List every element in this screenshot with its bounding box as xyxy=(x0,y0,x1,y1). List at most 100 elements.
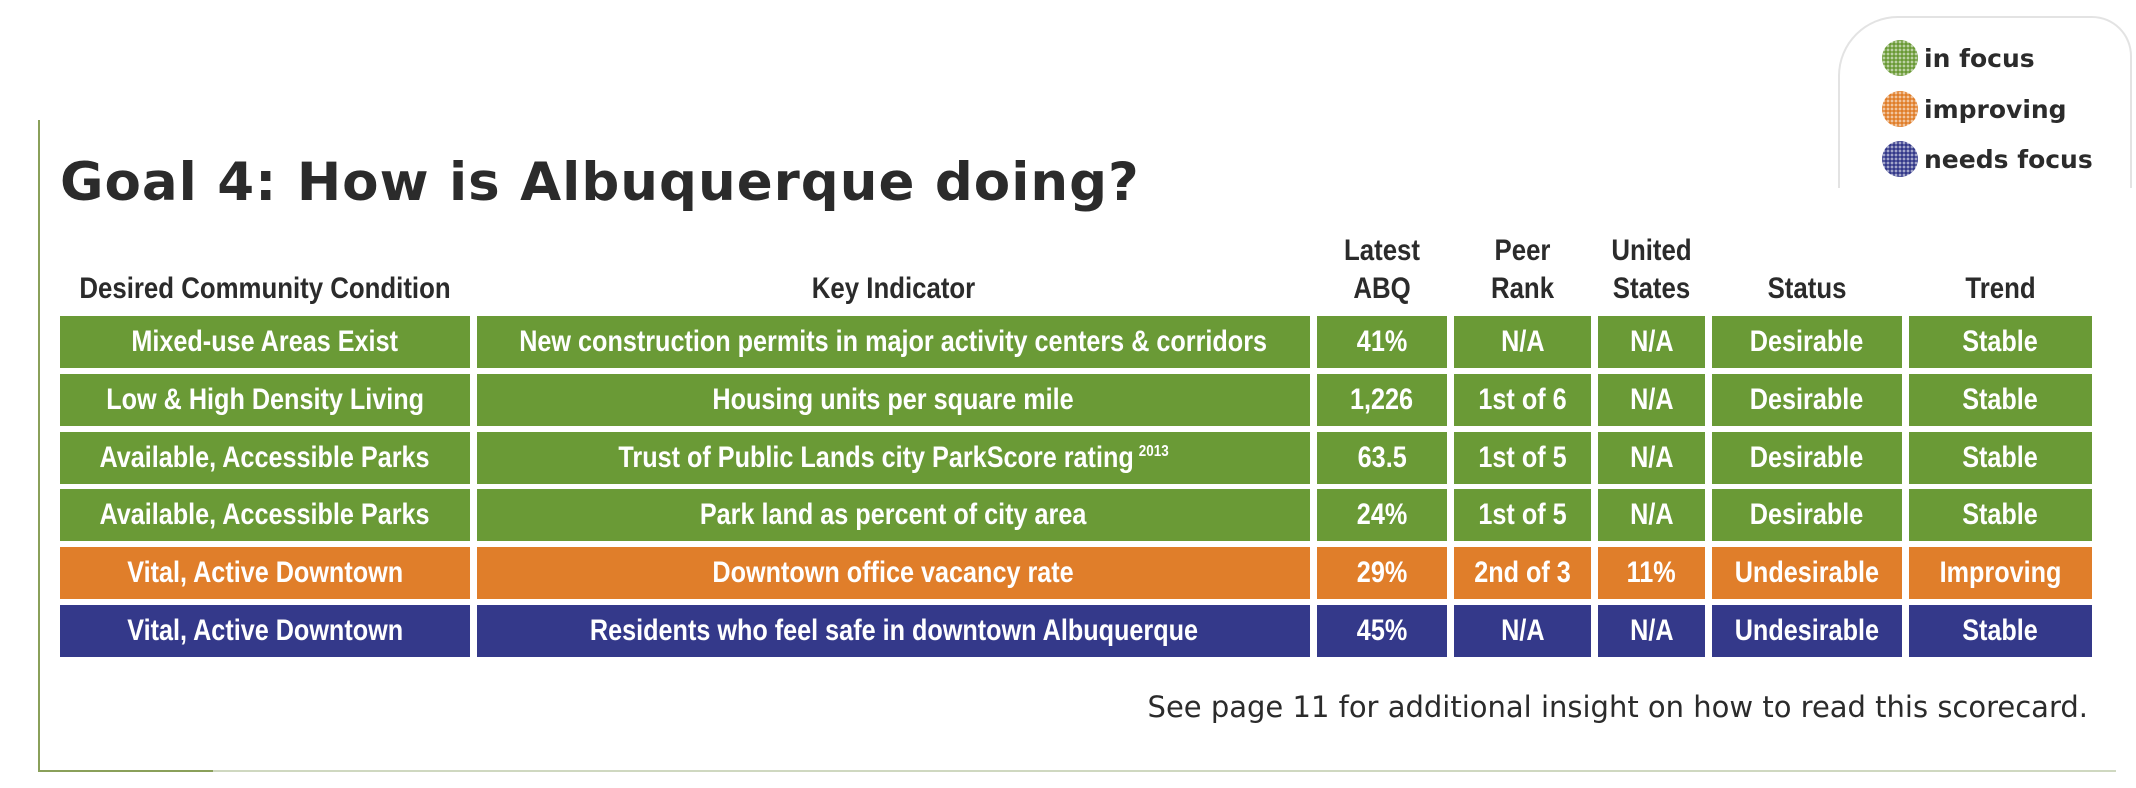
cell-latest: 29% xyxy=(1317,547,1447,599)
cell-us: N/A xyxy=(1598,316,1705,368)
cell-text: Desirable xyxy=(1750,383,1864,416)
table-row: Vital, Active Downtown Residents who feel… xyxy=(0,605,2136,657)
cell-text: Housing units per square mile xyxy=(712,383,1075,416)
cell-indicator: Downtown office vacancy rate xyxy=(477,547,1310,599)
header-label: Key Indicator xyxy=(811,272,976,305)
cell-text: Stable xyxy=(1962,325,2039,358)
cell-text: Low & High Density Living xyxy=(106,383,424,416)
status-dot-icon xyxy=(1882,141,1918,177)
cell-text: Park land as percent of city area xyxy=(700,498,1087,531)
cell-text: 1st of 5 xyxy=(1478,441,1567,474)
header-label: Rank xyxy=(1490,272,1555,305)
cell-text: 45% xyxy=(1356,614,1408,647)
cell-indicator: Trust of Public Lands city ParkScore rat… xyxy=(477,432,1310,484)
header-label: ABQ xyxy=(1353,272,1411,305)
header-indicator: Key Indicator xyxy=(518,228,1269,308)
page-title: Goal 4: How is Albuquerque doing? xyxy=(60,152,1140,213)
header-latest-abq: Latest ABQ xyxy=(1309,228,1455,308)
header-label: Trend xyxy=(1965,272,2036,305)
cell-text: Improving xyxy=(1939,556,2062,589)
cell-peer: 1st of 5 xyxy=(1454,489,1591,541)
cell-trend: Stable xyxy=(1909,316,2092,368)
status-dot-icon xyxy=(1882,40,1918,76)
header-status: Status xyxy=(1708,228,1906,308)
cell-text: 29% xyxy=(1356,556,1408,589)
cell-peer: N/A xyxy=(1454,605,1591,657)
cell-condition: Vital, Active Downtown xyxy=(60,605,470,657)
cell-text: N/A xyxy=(1629,383,1674,416)
cell-latest: 24% xyxy=(1317,489,1447,541)
cell-trend: Stable xyxy=(1909,605,2092,657)
cell-peer: 1st of 6 xyxy=(1454,374,1591,426)
status-dot-icon xyxy=(1882,91,1918,127)
cell-us: N/A xyxy=(1598,489,1705,541)
legend-label: in focus xyxy=(1924,43,2035,73)
cell-text: 1st of 5 xyxy=(1478,498,1567,531)
cell-condition: Mixed-use Areas Exist xyxy=(60,316,470,368)
superscript-year: 2013 xyxy=(1138,443,1169,460)
legend-item: in focus xyxy=(1882,40,2035,76)
legend-label: needs focus xyxy=(1924,144,2093,174)
cell-us: N/A xyxy=(1598,605,1705,657)
cell-text: Mixed-use Areas Exist xyxy=(131,325,399,358)
legend-item: improving xyxy=(1882,91,2067,127)
table-row: Vital, Active Downtown Downtown office va… xyxy=(0,547,2136,599)
cell-text: Desirable xyxy=(1750,325,1864,358)
cell-condition: Available, Accessible Parks xyxy=(60,432,470,484)
table-row: Low & High Density Living Housing units p… xyxy=(0,374,2136,426)
header-peer-rank: Peer Rank xyxy=(1446,228,1598,308)
cell-trend: Stable xyxy=(1909,489,2092,541)
cell-text: Desirable xyxy=(1750,498,1864,531)
header-condition: Desired Community Condition xyxy=(72,228,459,308)
cell-condition: Available, Accessible Parks xyxy=(60,489,470,541)
cell-text: Undesirable xyxy=(1734,556,1880,589)
cell-text: 24% xyxy=(1356,498,1408,531)
cell-peer: N/A xyxy=(1454,316,1591,368)
cell-indicator: New construction permits in major activi… xyxy=(477,316,1310,368)
cell-text: Available, Accessible Parks xyxy=(99,441,431,474)
table-row: Mixed-use Areas Exist New construction pe… xyxy=(0,316,2136,368)
cell-trend: Stable xyxy=(1909,374,2092,426)
cell-text: 63.5 xyxy=(1357,441,1407,474)
cell-text: Vital, Active Downtown xyxy=(127,556,403,589)
page-frame-bottom-accent xyxy=(38,770,213,772)
cell-status: Undesirable xyxy=(1712,605,1902,657)
cell-indicator: Park land as percent of city area xyxy=(477,489,1310,541)
header-trend: Trend xyxy=(1905,228,2097,308)
header-label: Peer xyxy=(1494,234,1551,267)
legend-item: needs focus xyxy=(1882,141,2093,177)
cell-text: Stable xyxy=(1962,498,2039,531)
cell-latest: 45% xyxy=(1317,605,1447,657)
cell-trend: Stable xyxy=(1909,432,2092,484)
cell-us: N/A xyxy=(1598,432,1705,484)
cell-condition: Vital, Active Downtown xyxy=(60,547,470,599)
table-row: Available, Accessible Parks Trust of Publ… xyxy=(0,432,2136,484)
cell-us: N/A xyxy=(1598,374,1705,426)
cell-status: Desirable xyxy=(1712,374,1902,426)
cell-status: Desirable xyxy=(1712,489,1902,541)
page-frame-left xyxy=(38,120,40,770)
cell-text: N/A xyxy=(1629,614,1674,647)
cell-text: Residents who feel safe in downtown Albu… xyxy=(589,614,1198,647)
cell-text: N/A xyxy=(1500,614,1545,647)
legend-label: improving xyxy=(1924,94,2067,124)
cell-peer: 2nd of 3 xyxy=(1454,547,1591,599)
cell-indicator: Housing units per square mile xyxy=(477,374,1310,426)
cell-text: Stable xyxy=(1962,383,2039,416)
cell-status: Undesirable xyxy=(1712,547,1902,599)
cell-text: New construction permits in major activi… xyxy=(519,325,1268,358)
cell-peer: 1st of 5 xyxy=(1454,432,1591,484)
cell-text: 1,226 xyxy=(1350,383,1414,416)
cell-text: Desirable xyxy=(1750,441,1864,474)
cell-condition: Low & High Density Living xyxy=(60,374,470,426)
cell-text: Undesirable xyxy=(1734,614,1880,647)
header-label: Status xyxy=(1767,272,1847,305)
cell-text: Stable xyxy=(1962,441,2039,474)
cell-us: 11% xyxy=(1598,547,1705,599)
header-label: Desired Community Condition xyxy=(79,272,451,305)
cell-text: Trust of Public Lands city ParkScore rat… xyxy=(618,441,1134,474)
cell-status: Desirable xyxy=(1712,432,1902,484)
cell-text: Stable xyxy=(1962,614,2039,647)
header-united-states: United States xyxy=(1588,228,1714,308)
cell-latest: 41% xyxy=(1317,316,1447,368)
